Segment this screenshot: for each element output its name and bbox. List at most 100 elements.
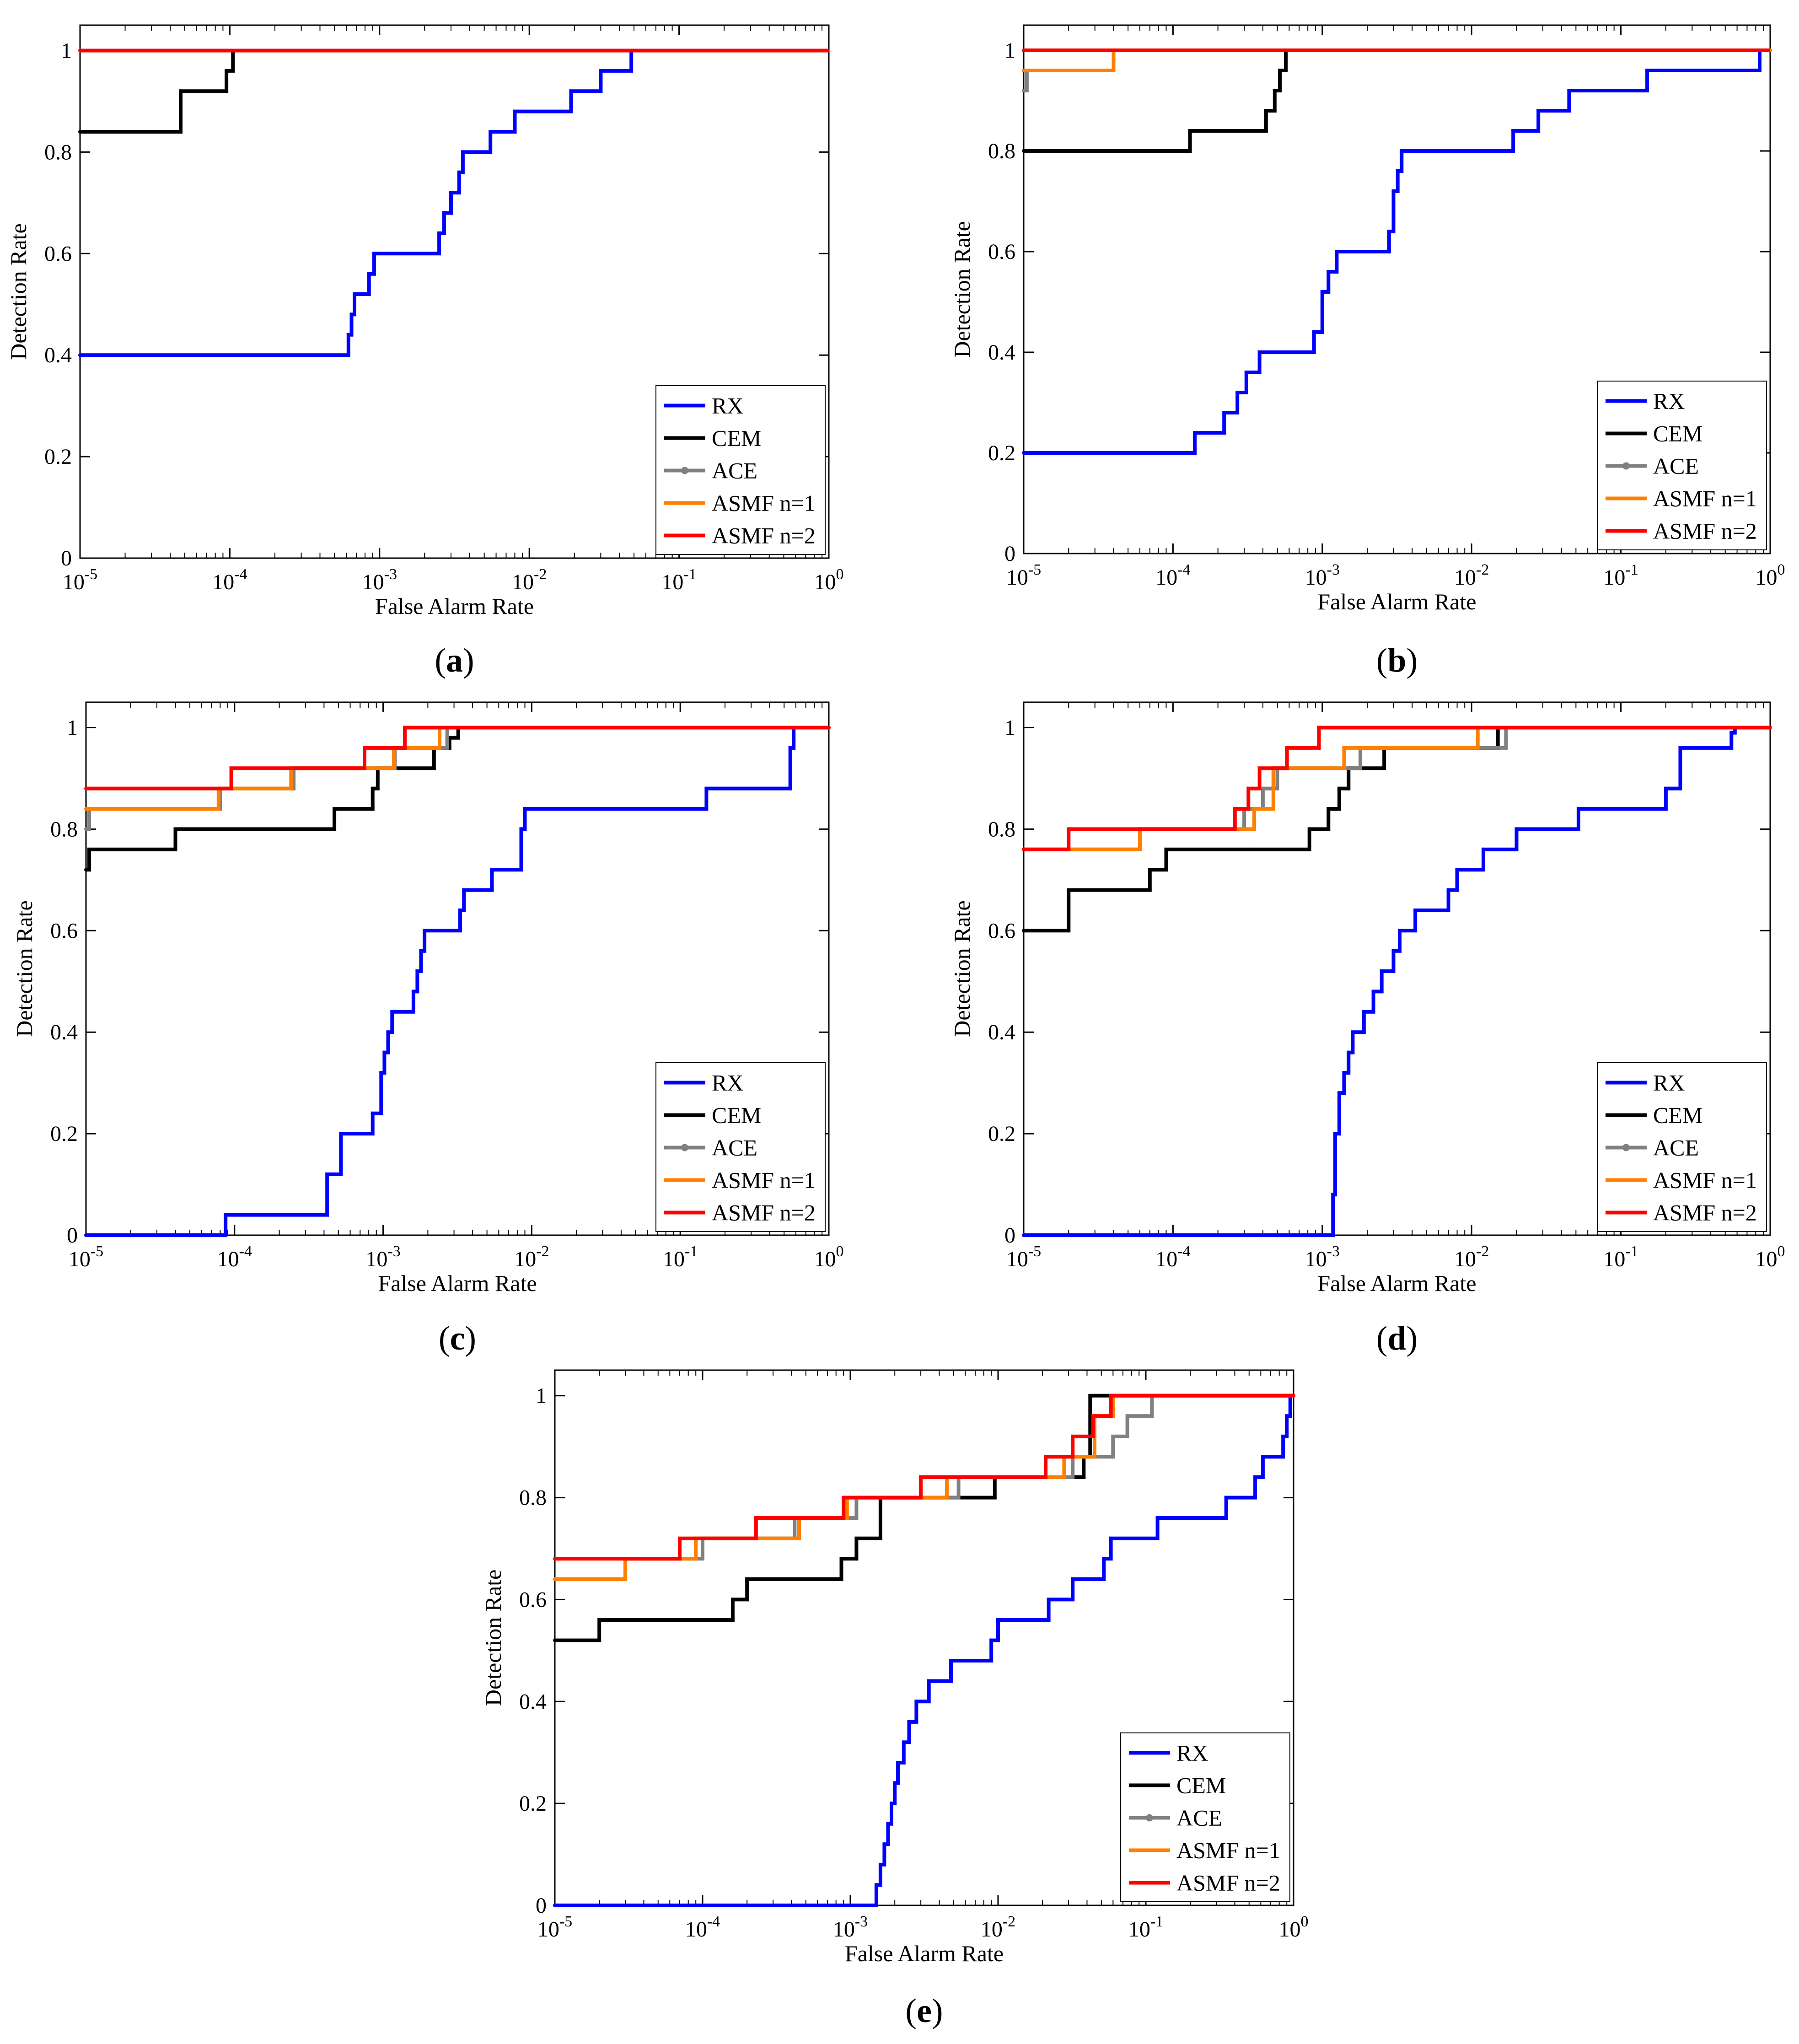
x-axis-label: False Alarm Rate	[1317, 1270, 1476, 1296]
series-point-rx	[1193, 431, 1197, 435]
series-point-asmf-n-2	[1317, 746, 1321, 750]
series-point-rx	[1371, 990, 1375, 994]
series-point-asmf-n-1	[623, 1577, 628, 1581]
series-point-ace	[1359, 766, 1363, 770]
legend-label: ACE	[1176, 1805, 1222, 1831]
legend-label: ASMF n=2	[712, 1200, 816, 1226]
series-point-rx	[1347, 1050, 1351, 1054]
x-axis-label: False Alarm Rate	[375, 593, 534, 619]
y-axis-label: Detection Rate	[11, 900, 37, 1037]
series-point-asmf-n-2	[1044, 1475, 1048, 1479]
legend-label: RX	[712, 1070, 743, 1096]
series-point-rx	[927, 1679, 931, 1683]
series-point-asmf-n-1	[1052, 1475, 1056, 1479]
legend-label: ACE	[712, 458, 757, 484]
series-point-rx	[1362, 1010, 1366, 1014]
series-point-rx	[1022, 451, 1026, 455]
series-point-cem	[1278, 69, 1282, 72]
series-point-rx	[1285, 1414, 1289, 1418]
series-point-ace	[1275, 786, 1279, 791]
legend: RX CEM ACE ASMF n=1 ASMF n=2	[655, 1062, 826, 1232]
series-point-cem	[432, 766, 436, 770]
legend-label: ASMF n=2	[1653, 1200, 1757, 1226]
y-tick-label: 0.6	[988, 240, 1015, 264]
x-tick-label: 10-1	[663, 1243, 698, 1271]
legend-label: ASMF n=2	[1176, 1870, 1280, 1896]
series-point-rx	[1261, 1455, 1265, 1459]
y-tick-label: 0.2	[50, 1122, 78, 1146]
series-point-rx	[1536, 109, 1541, 113]
series-point-rx	[1257, 350, 1262, 354]
series-point-cem	[371, 807, 375, 811]
chart-panel-a: 10-5 10-4 10-3 10-2 10-1 100 0 0.2 0.4 0.6 0.8 1 Fal…	[5, 24, 844, 679]
series-point-rx	[1729, 731, 1734, 735]
y-tick-label: 0.8	[44, 140, 72, 164]
series-point-rx	[1391, 189, 1396, 193]
series-point-cem	[1337, 807, 1341, 811]
legend-label: CEM	[712, 1103, 761, 1128]
series-point-ace	[701, 1557, 704, 1561]
legend-label: ASMF n=1	[712, 1167, 816, 1193]
series-point-asmf-n-2	[403, 746, 407, 750]
series-point-asmf-n-1	[84, 807, 88, 811]
x-tick-label: 10-4	[1155, 561, 1190, 590]
y-tick-label: 0.6	[519, 1587, 547, 1612]
y-tick-label: 0.4	[519, 1689, 547, 1714]
series-point-rx	[457, 170, 461, 174]
series-point-ace	[445, 746, 449, 750]
series-point-asmf-n-2	[827, 726, 831, 730]
y-tick-label: 0	[61, 546, 72, 570]
legend-label: ASMF n=1	[1653, 486, 1757, 511]
panel-caption: (d)	[1376, 1320, 1418, 1357]
series-point-ace	[1071, 1475, 1075, 1479]
y-tick-label: 0.8	[50, 817, 78, 841]
series-point-rx	[1047, 1598, 1051, 1602]
series-point-rx	[1405, 149, 1409, 153]
series-point-rx	[523, 807, 527, 811]
x-tick-label: 10-3	[365, 1243, 400, 1271]
series-point-cem	[1164, 868, 1168, 872]
series-point-asmf-n-1	[945, 1495, 949, 1500]
series-point-rx	[1398, 929, 1402, 933]
series-point-asmf-n-2	[1246, 807, 1251, 811]
series-line-cem	[80, 48, 829, 134]
series-point-ace	[1025, 89, 1029, 92]
legend-label: ASMF n=1	[712, 490, 816, 516]
series-point-rx	[1331, 1193, 1335, 1197]
series-point-cem	[225, 69, 229, 73]
series-point-cem	[376, 786, 380, 791]
x-tick-label: 10-2	[981, 1913, 1015, 1942]
y-tick-label: 0.8	[519, 1486, 547, 1510]
series-point-cem	[1067, 929, 1071, 933]
x-axis-label: False Alarm Rate	[1317, 589, 1476, 614]
series-point-rx	[1337, 1091, 1341, 1095]
y-axis-label: Detection Rate	[949, 900, 975, 1037]
y-tick-label: 0.4	[44, 343, 72, 367]
series-point-rx	[1102, 1557, 1106, 1561]
legend: RX CEM ACE ASMF n=1 ASMF n=2	[1597, 381, 1767, 550]
series-point-rx	[1396, 169, 1400, 173]
series-point-asmf-n-1	[1313, 766, 1317, 770]
x-tick-label: 10-1	[1603, 1243, 1638, 1271]
series-point-cem	[854, 1557, 859, 1561]
series-point-asmf-n-2	[553, 1557, 557, 1561]
x-tick-label: 10-4	[217, 1243, 252, 1271]
series-point-rx	[886, 1822, 890, 1826]
series-point-rx	[893, 1781, 897, 1785]
series-point-rx	[489, 130, 493, 134]
legend: RX CEM ACE ASMF n=1 ASMF n=2	[1120, 1732, 1290, 1902]
series-point-rx	[1333, 1132, 1337, 1136]
series-point-rx	[379, 1070, 383, 1075]
series-point-rx	[352, 292, 356, 296]
series-point-cem	[87, 868, 91, 872]
chart-panel-e: 10-5 10-4 10-3 10-2 10-1 100 0 0.2 0.4 0.6 0.8 1 Fal…	[480, 1369, 1309, 2030]
series-point-rx	[599, 69, 603, 73]
series-point-rx	[415, 969, 419, 974]
x-tick-label: 10-2	[1454, 561, 1489, 590]
y-tick-label: 0	[1004, 1223, 1015, 1248]
x-tick-label: 10-3	[1305, 561, 1340, 590]
panel-caption: (c)	[439, 1320, 476, 1357]
series-point-asmf-n-2	[78, 48, 82, 53]
x-tick-label: 10-2	[1454, 1243, 1489, 1271]
series-point-cem	[597, 1638, 601, 1642]
